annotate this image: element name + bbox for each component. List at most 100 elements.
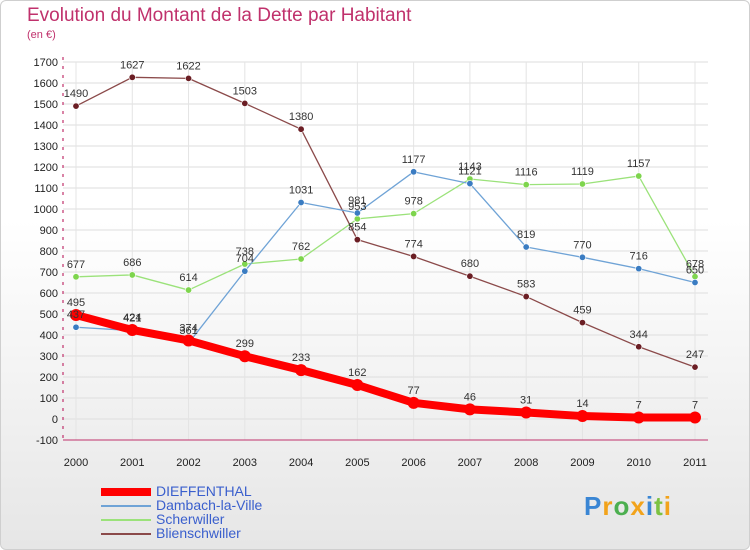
data-label: 1622 (176, 60, 200, 72)
x-tick-label: 2002 (176, 457, 200, 469)
data-point (72, 273, 80, 281)
data-label: 716 (630, 251, 648, 263)
data-label: 583 (517, 279, 535, 291)
data-label: 233 (292, 352, 310, 364)
data-point (353, 209, 361, 217)
data-point (185, 286, 193, 294)
x-tick-label: 2010 (626, 457, 650, 469)
data-label: 1121 (458, 166, 482, 178)
data-label: 774 (404, 238, 422, 250)
y-tick-label: 800 (40, 246, 58, 258)
proxiti-logo: Proxiti (584, 491, 672, 522)
data-label: 978 (404, 196, 422, 208)
data-label: 162 (348, 367, 366, 379)
data-point (466, 180, 474, 188)
data-label: 299 (236, 338, 254, 350)
data-label: 374 (179, 322, 197, 334)
legend-swatch (101, 533, 151, 535)
data-label: 1031 (289, 184, 313, 196)
data-label: 680 (461, 258, 479, 270)
data-label: 650 (686, 265, 704, 277)
data-label: 1119 (571, 166, 594, 178)
data-label: 704 (236, 253, 254, 265)
legend-swatch (101, 519, 151, 521)
data-label: 678 (686, 259, 704, 271)
y-tick-label: 500 (40, 309, 58, 321)
data-label: 7 (636, 400, 642, 412)
data-point (520, 406, 533, 419)
data-label: 1503 (233, 85, 257, 97)
data-point (691, 278, 699, 286)
data-label: 1157 (627, 158, 651, 170)
data-label: 77 (408, 385, 420, 397)
y-tick-label: 1000 (34, 204, 58, 216)
data-label: 1627 (120, 59, 144, 71)
data-point (351, 378, 364, 391)
series-line-3 (75, 76, 696, 368)
data-point (128, 73, 136, 81)
y-tick-label: 1600 (34, 78, 58, 90)
data-point (241, 267, 249, 275)
logo-letter: t (654, 491, 664, 521)
data-point (410, 252, 418, 260)
series-line-2 (75, 175, 696, 291)
legend-swatch (101, 505, 151, 507)
logo-letter: o (613, 491, 631, 521)
legend-label: Dambach-la-Ville (156, 497, 263, 513)
legend-label: Blienschwiller (156, 525, 241, 541)
y-tick-label: -100 (36, 435, 58, 447)
y-tick-label: 400 (40, 330, 58, 342)
legend-label: Scherwiller (156, 511, 225, 527)
x-tick-label: 2003 (233, 457, 257, 469)
x-tick-label: 2000 (64, 457, 88, 469)
x-tick-label: 2007 (458, 457, 482, 469)
logo-letter: i (663, 491, 672, 521)
data-point (128, 271, 136, 279)
data-label: 1116 (515, 167, 538, 179)
data-label: 14 (576, 398, 588, 410)
logo-letter: x (630, 491, 646, 521)
data-label: 1143 (458, 161, 482, 173)
data-label: 421 (123, 313, 141, 325)
y-tick-label: 1100 (34, 183, 58, 195)
data-label: 46 (464, 391, 476, 403)
y-tick-label: 200 (40, 372, 58, 384)
y-tick-label: 900 (40, 225, 58, 237)
data-label: 677 (67, 259, 85, 271)
data-point (295, 364, 308, 377)
data-point (185, 74, 193, 82)
data-point (126, 323, 139, 336)
x-tick-label: 2004 (289, 457, 313, 469)
data-point (632, 411, 645, 424)
y-tick-label: 1200 (34, 162, 58, 174)
data-point (353, 236, 361, 244)
data-point (691, 363, 699, 371)
y-tick-label: 1700 (34, 57, 58, 69)
data-point (522, 293, 530, 301)
data-point (238, 350, 251, 363)
logo-letter: i (645, 491, 655, 521)
data-label: 459 (573, 305, 591, 317)
y-tick-label: 100 (40, 393, 58, 405)
data-point (297, 198, 305, 206)
data-point (70, 309, 82, 322)
chart-subtitle: (en €) (27, 29, 56, 41)
x-tick-label: 2011 (683, 457, 707, 469)
data-point (635, 172, 643, 180)
data-point (410, 210, 418, 218)
data-label: 981 (348, 195, 366, 207)
data-point (522, 181, 530, 189)
data-point (522, 243, 530, 251)
data-point (72, 323, 80, 331)
x-tick-label: 2009 (570, 457, 594, 469)
y-tick-label: 300 (40, 351, 58, 363)
data-label: 770 (573, 239, 591, 251)
data-point (182, 334, 195, 347)
data-label: 738 (236, 246, 254, 258)
data-label: 437 (67, 309, 85, 321)
y-tick-label: 1400 (34, 120, 58, 132)
data-point (635, 265, 643, 273)
data-point (463, 403, 476, 416)
data-point (241, 99, 249, 107)
